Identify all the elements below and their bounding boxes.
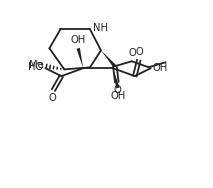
Text: NH: NH xyxy=(93,23,108,33)
Text: OH: OH xyxy=(153,63,168,73)
Polygon shape xyxy=(113,68,120,89)
Text: HO: HO xyxy=(28,62,43,72)
Text: O: O xyxy=(49,93,56,103)
Text: O: O xyxy=(114,85,122,95)
Text: Me: Me xyxy=(29,60,43,70)
Polygon shape xyxy=(101,50,116,67)
Text: OH: OH xyxy=(110,91,125,101)
Text: O: O xyxy=(129,48,137,58)
Text: O: O xyxy=(136,47,144,57)
Text: OH: OH xyxy=(71,35,86,45)
Polygon shape xyxy=(76,48,83,68)
